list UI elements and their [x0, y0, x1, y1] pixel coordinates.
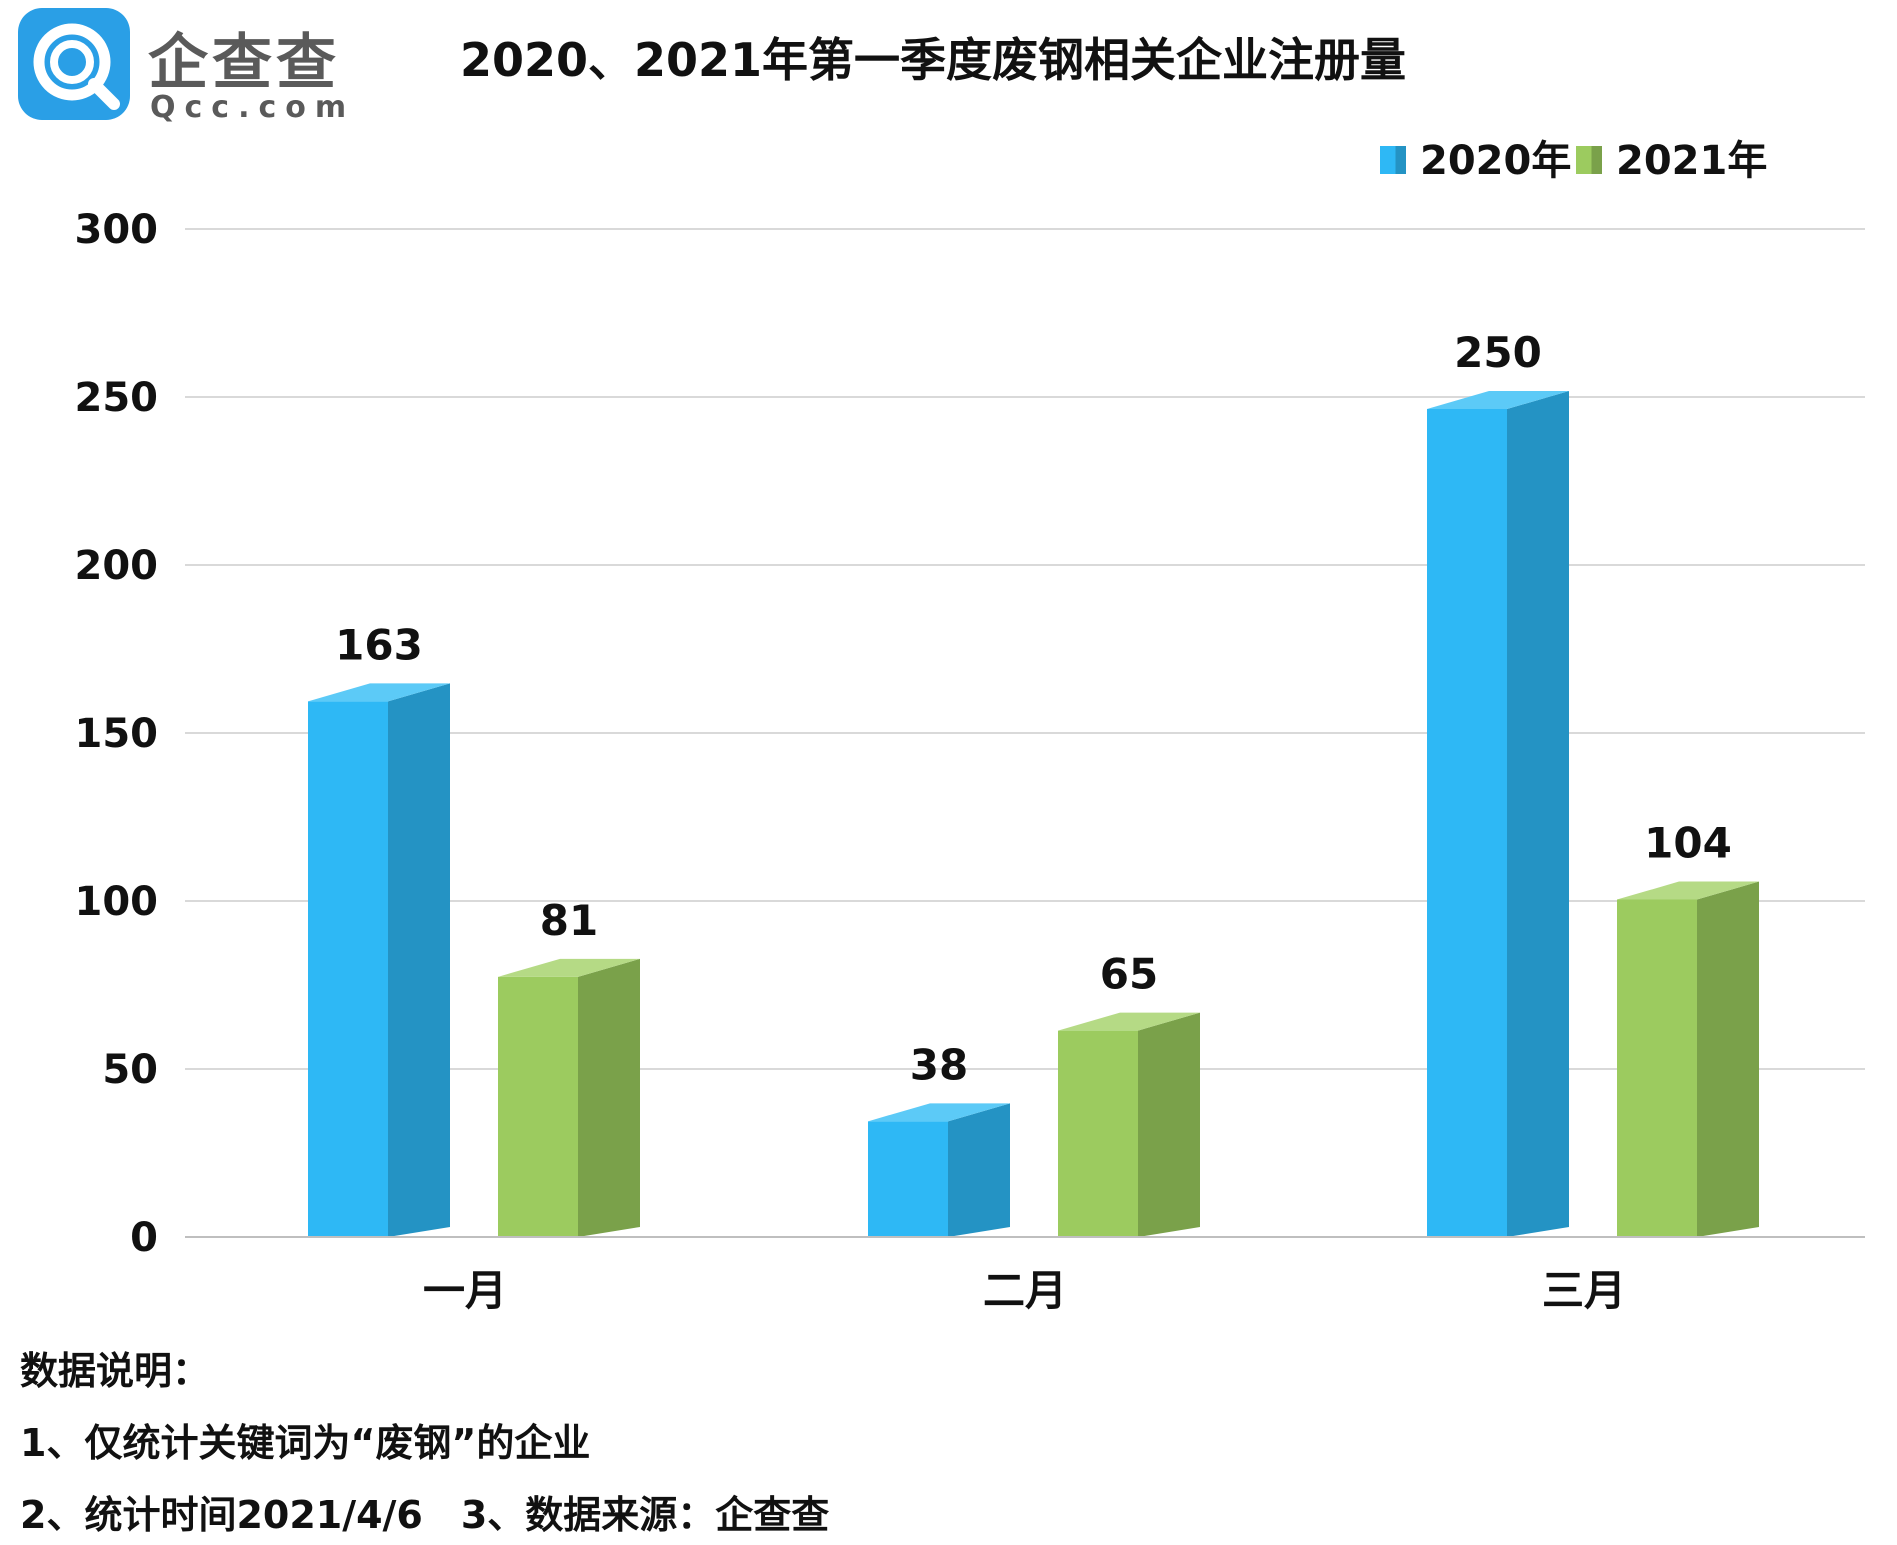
legend-label-2020: 2020年	[1420, 138, 1572, 184]
bar-value-label: 104	[1644, 819, 1732, 868]
chart-title: 2020、2021年第一季度废钢相关企业注册量	[460, 33, 1407, 87]
x-category-label: 三月	[1542, 1266, 1626, 1315]
bar-front	[868, 1121, 948, 1237]
bar-value-label: 38	[910, 1040, 968, 1089]
y-tick-label: 300	[75, 207, 159, 253]
legend-label-2021: 2021年	[1616, 138, 1768, 184]
qcc-logo: 企查查 Qcc.com	[18, 8, 348, 128]
y-tick-label: 100	[75, 879, 159, 925]
bar-top	[498, 958, 640, 977]
bar-chart: 0 50 100 150 200 250 300 163 81 一月 38 65 二月 250 104 三月	[75, 207, 1865, 1315]
bar-value-label: 65	[1100, 950, 1158, 999]
qcc-logo-icon	[18, 8, 130, 120]
logo-domain: Qcc.com	[150, 90, 356, 125]
bar-side	[1697, 881, 1759, 1237]
bar-front	[1058, 1030, 1138, 1237]
bar-top	[1427, 391, 1569, 409]
y-tick-label: 50	[102, 1047, 158, 1093]
bar-value-label: 81	[540, 896, 598, 945]
x-category-label: 二月	[983, 1266, 1067, 1315]
bar-side	[1138, 1012, 1200, 1237]
bar-front	[1617, 899, 1697, 1237]
notes-heading: 数据说明：	[20, 1349, 211, 1393]
notes-line-2: 2、统计时间2021/4/6 3、数据来源：企查查	[20, 1493, 830, 1537]
bar-side	[948, 1103, 1010, 1237]
bar-value-label: 163	[335, 620, 423, 669]
bar-front	[1427, 409, 1507, 1237]
bar-value-label: 250	[1454, 328, 1542, 377]
bar-top	[1617, 881, 1759, 900]
bar-front	[308, 701, 388, 1237]
bar-top	[308, 683, 450, 702]
y-tick-label: 200	[75, 543, 159, 589]
bar-top	[1058, 1012, 1200, 1031]
bar-side	[388, 683, 450, 1237]
bar-top	[868, 1103, 1010, 1122]
bar-side	[1507, 391, 1569, 1237]
logo-name: 企查查	[148, 28, 340, 98]
bar-front	[498, 976, 578, 1237]
notes-line-1: 1、仅统计关键词为“废钢”的企业	[20, 1421, 591, 1465]
y-tick-label: 250	[75, 375, 159, 421]
legend-swatch-2021	[1576, 146, 1602, 174]
bar-side	[578, 958, 640, 1237]
y-tick-label: 0	[130, 1215, 158, 1261]
legend-swatch-2020	[1380, 146, 1406, 174]
x-category-label: 一月	[423, 1266, 507, 1315]
y-tick-label: 150	[75, 711, 159, 757]
